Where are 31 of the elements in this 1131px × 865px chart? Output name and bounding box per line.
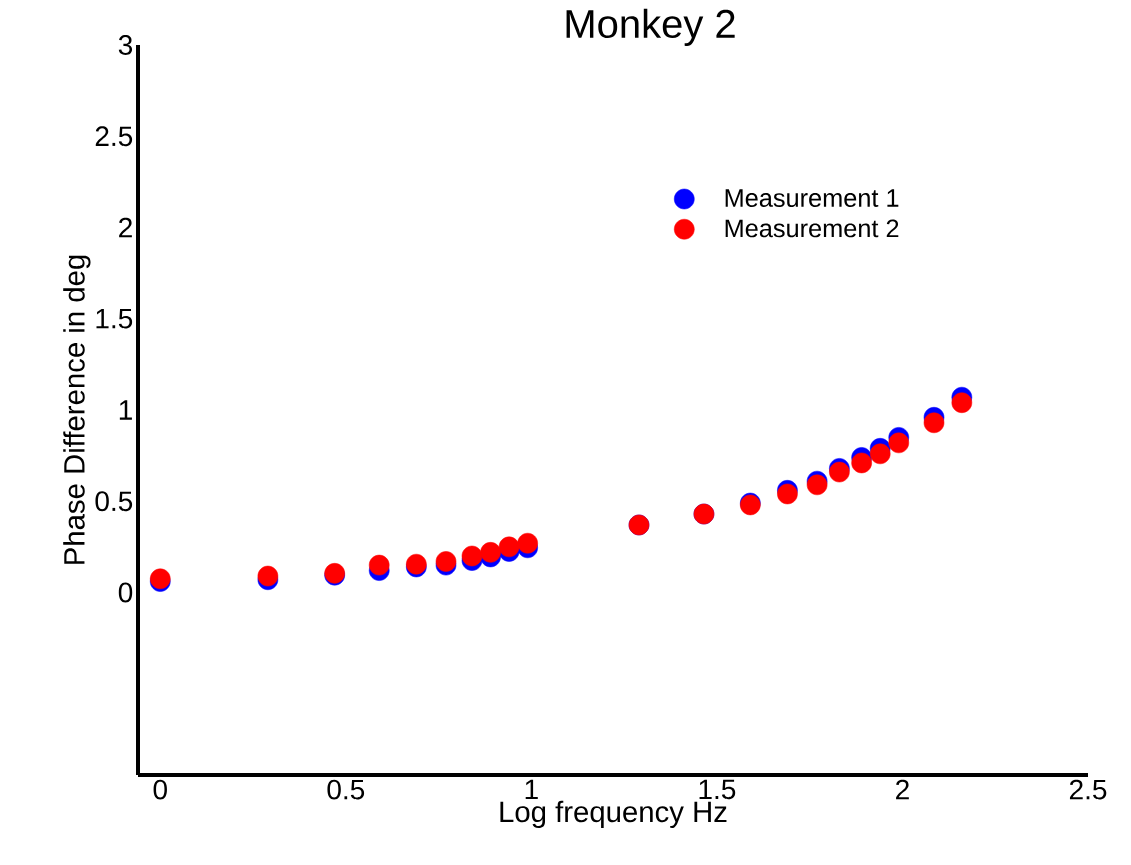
y-tick-label: 0.5 [95, 491, 133, 512]
point [923, 412, 945, 434]
point [851, 452, 872, 474]
y-tick-label: 1 [119, 400, 132, 420]
point [368, 554, 390, 576]
y-axis-title: Phase Difference in deg [63, 255, 91, 564]
y-tick-label: 0 [118, 582, 133, 603]
x-tick-label: 1 [525, 779, 538, 799]
y-tick-label: 1.5 [96, 308, 133, 329]
y-tick-label: 2.5 [95, 126, 133, 147]
legend-label: Measurement 1 [725, 189, 899, 207]
point [257, 565, 279, 587]
point [480, 542, 501, 563]
point [888, 432, 910, 454]
x-axis-title: Log frequency Hz [500, 800, 727, 828]
point [517, 532, 538, 554]
x-tick-label: 0 [153, 779, 167, 800]
x-tick-label: 0.5 [327, 779, 365, 800]
y-tick-label: 3 [118, 35, 133, 55]
point [951, 392, 973, 413]
point [829, 461, 850, 483]
legend-label: Measurement 2 [725, 219, 899, 238]
point [806, 474, 828, 496]
point [461, 545, 483, 567]
x-tick-label: 2 [896, 779, 909, 800]
x-tick-label: 2.5 [1069, 779, 1107, 800]
point [498, 536, 520, 558]
x-tick-label: 1.5 [699, 779, 736, 800]
y-tick-label: 2 [119, 217, 132, 238]
chart-title: Monkey 2 [566, 8, 735, 46]
point [869, 443, 891, 465]
